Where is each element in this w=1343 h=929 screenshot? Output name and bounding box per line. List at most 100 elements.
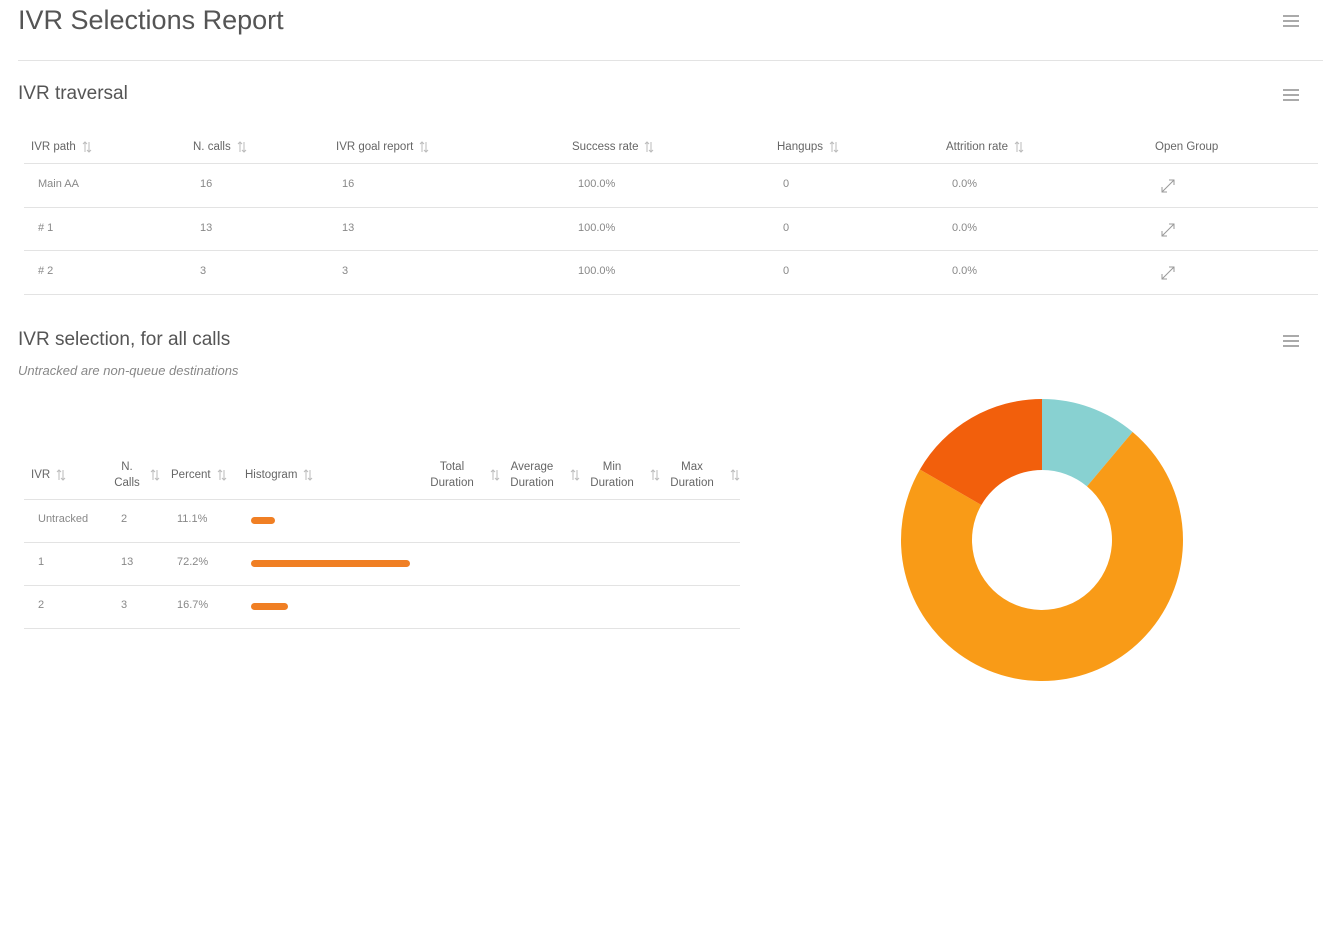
- sort-icon[interactable]: [303, 469, 313, 481]
- column-header[interactable]: Open Group: [1155, 141, 1218, 153]
- cell: 13: [200, 221, 213, 234]
- cell: 0.0%: [952, 265, 978, 278]
- cell: 100.0%: [578, 221, 616, 234]
- page-title: IVR Selections Report: [18, 5, 284, 35]
- column-header[interactable]: IVR path: [31, 141, 92, 153]
- header-text: IVR goal report: [336, 141, 414, 154]
- cell: # 2: [38, 265, 54, 278]
- section-subtitle: Untracked are non-queue destinations: [18, 363, 239, 378]
- expand-glyph: [1161, 223, 1175, 237]
- header-text: Percent: [171, 469, 211, 481]
- header-text: Success rate: [572, 141, 639, 154]
- cell: 100.0%: [578, 265, 616, 278]
- sort-icon[interactable]: [730, 469, 740, 481]
- donut-slice[interactable]: [901, 431, 1183, 681]
- histogram-bar: [251, 560, 410, 567]
- divider: [18, 60, 1323, 61]
- histogram-bar: [251, 603, 288, 610]
- column-header[interactable]: Average Duration: [500, 459, 580, 491]
- column-header[interactable]: Attrition rate: [946, 141, 1024, 153]
- sort-icon[interactable]: [217, 469, 227, 481]
- header-text: Average Duration: [510, 461, 554, 489]
- cell: 3: [200, 265, 207, 278]
- menu-button[interactable]: [1283, 89, 1299, 101]
- sort-icon[interactable]: [150, 469, 160, 481]
- cell: 72.2%: [177, 556, 209, 568]
- column-header[interactable]: IVR: [31, 459, 66, 491]
- column-header[interactable]: Percent: [171, 459, 227, 491]
- expand-glyph: [1161, 266, 1175, 280]
- row-divider: [24, 294, 1318, 296]
- sort-icon[interactable]: [829, 141, 839, 153]
- cell: 1: [38, 556, 45, 568]
- menu-button[interactable]: [1283, 15, 1299, 27]
- sort-icon[interactable]: [56, 469, 66, 481]
- sort-icon[interactable]: [644, 141, 654, 153]
- cell: 13: [342, 221, 355, 234]
- menu-button[interactable]: [1283, 335, 1299, 347]
- cell: 3: [342, 265, 349, 278]
- header-text: Min Duration: [590, 461, 634, 489]
- cell: 100.0%: [578, 178, 616, 190]
- histogram-bar: [251, 517, 276, 524]
- row-divider: [24, 542, 740, 543]
- donut-slice[interactable]: [919, 399, 1042, 505]
- header-text: Total Duration: [430, 461, 474, 489]
- header-text: Hangups: [777, 141, 824, 154]
- column-header[interactable]: Hangups: [777, 141, 839, 153]
- cell: 0: [783, 265, 790, 278]
- cell: 11.1%: [177, 513, 208, 525]
- header-text: IVR: [31, 469, 51, 481]
- header-text: N. calls: [193, 141, 231, 154]
- row-divider: [24, 163, 1318, 164]
- cell: 3: [121, 599, 128, 611]
- cell: 13: [121, 556, 134, 568]
- sort-icon[interactable]: [419, 141, 429, 153]
- header-text: Open Group: [1155, 141, 1219, 153]
- section-title: IVR selection, for all calls: [18, 329, 231, 350]
- cell: 0.0%: [952, 178, 978, 190]
- cell: 0: [783, 178, 790, 190]
- section-title: IVR traversal: [18, 83, 128, 104]
- expand-glyph: [1161, 179, 1175, 193]
- sort-icon[interactable]: [570, 469, 580, 481]
- sort-icon[interactable]: [237, 141, 247, 153]
- column-header[interactable]: Total Duration: [420, 459, 500, 491]
- cell: 0.0%: [952, 221, 978, 234]
- row-divider: [24, 250, 1318, 252]
- expand-icon[interactable]: [1160, 222, 1176, 243]
- cell: 2: [121, 513, 128, 525]
- cell: Untracked: [38, 513, 89, 525]
- column-header[interactable]: N. Calls: [110, 459, 160, 491]
- header-text: Max Duration: [670, 461, 714, 489]
- sort-icon[interactable]: [650, 469, 660, 481]
- row-divider: [24, 628, 740, 629]
- donut-chart: [901, 399, 1183, 681]
- row-divider: [24, 206, 1318, 208]
- cell: 16: [200, 178, 213, 190]
- header-text: N. Calls: [114, 461, 140, 489]
- sort-icon[interactable]: [490, 469, 500, 481]
- column-header[interactable]: Min Duration: [580, 459, 660, 491]
- header-text: Attrition rate: [946, 141, 1008, 154]
- cell: 0: [783, 221, 790, 234]
- row-divider: [24, 585, 740, 586]
- column-header[interactable]: N. calls: [193, 141, 247, 153]
- column-header[interactable]: IVR goal report: [336, 141, 429, 153]
- column-header[interactable]: Success rate: [572, 141, 654, 153]
- header-text: IVR path: [31, 141, 76, 154]
- column-header[interactable]: Max Duration: [660, 459, 740, 491]
- header-text: Histogram: [245, 469, 298, 481]
- cell: 2: [38, 599, 45, 611]
- cell: 16: [342, 178, 355, 190]
- expand-icon[interactable]: [1160, 178, 1176, 199]
- cell: # 1: [38, 221, 54, 234]
- expand-icon[interactable]: [1160, 265, 1176, 286]
- row-divider: [24, 499, 740, 500]
- sort-icon[interactable]: [82, 141, 92, 153]
- sort-icon[interactable]: [1014, 141, 1024, 153]
- donut-slice[interactable]: [1042, 399, 1133, 487]
- cell: Main AA: [38, 178, 79, 190]
- column-header[interactable]: Histogram: [245, 459, 313, 491]
